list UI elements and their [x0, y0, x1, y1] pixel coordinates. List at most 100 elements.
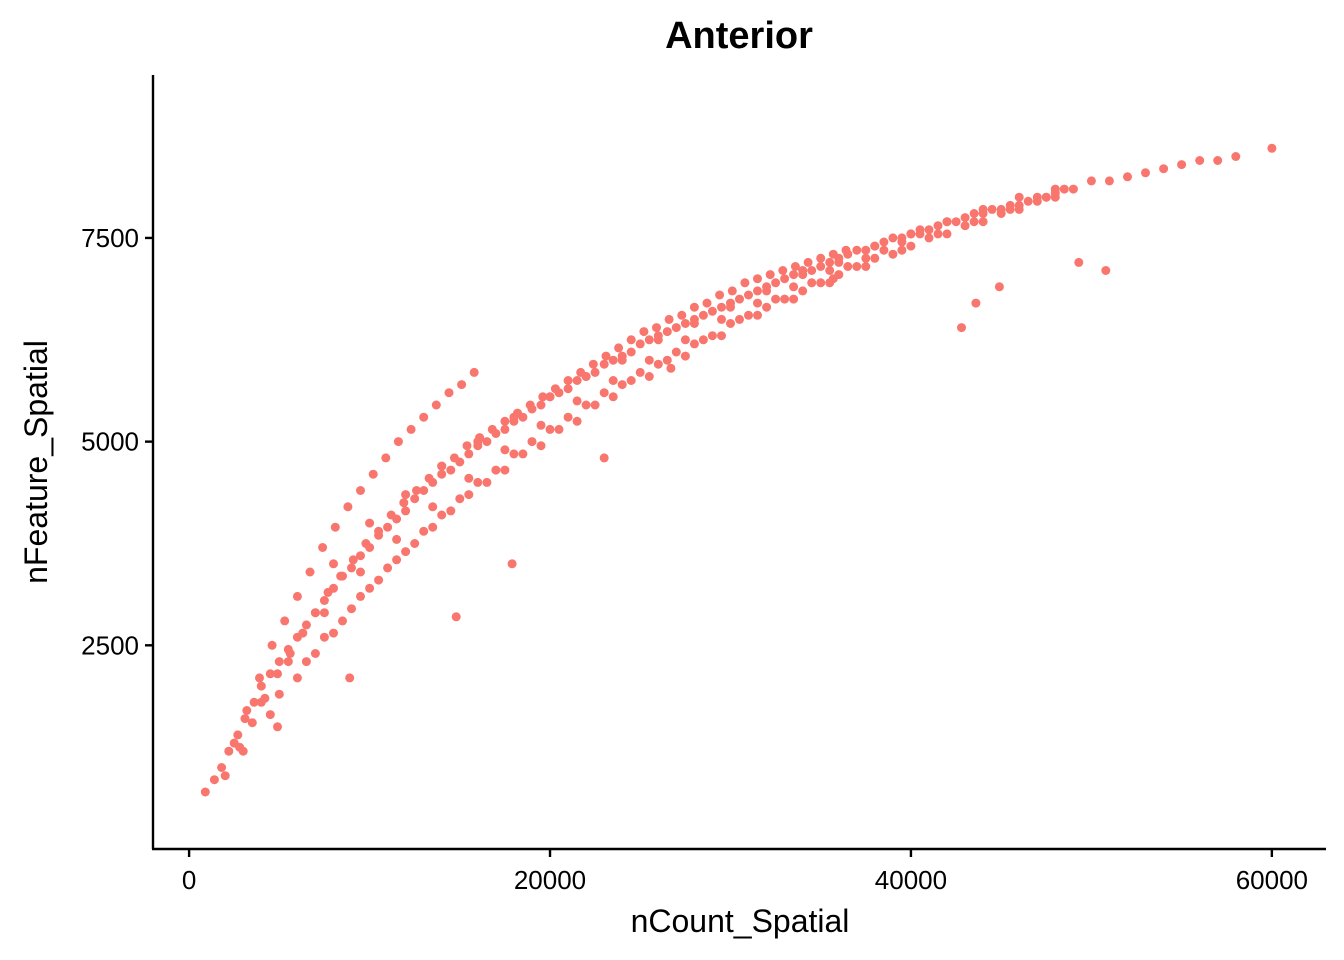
- data-point: [406, 424, 416, 434]
- data-point: [280, 616, 290, 626]
- data-point: [446, 506, 456, 516]
- data-point: [671, 347, 681, 357]
- data-point: [888, 233, 898, 243]
- data-point: [455, 494, 465, 504]
- data-point: [457, 380, 467, 390]
- data-point: [419, 486, 429, 495]
- data-point: [361, 539, 371, 548]
- data-point: [500, 416, 510, 426]
- data-point: [666, 363, 676, 373]
- data-point: [473, 437, 483, 447]
- data-point: [538, 392, 548, 402]
- data-point: [803, 257, 813, 267]
- x-tick-label: 20000: [514, 865, 586, 895]
- data-point: [1086, 176, 1096, 186]
- data-point: [888, 249, 898, 259]
- data-point: [762, 286, 772, 296]
- data-point: [652, 323, 661, 333]
- data-point: [301, 657, 311, 667]
- data-point: [870, 253, 880, 263]
- data-point: [879, 245, 889, 255]
- data-point: [274, 657, 284, 667]
- chart-title: Anterior: [665, 15, 813, 57]
- data-point: [608, 376, 618, 385]
- data-point: [588, 359, 598, 369]
- data-point: [401, 547, 411, 557]
- data-point: [550, 384, 560, 394]
- data-point: [744, 290, 753, 300]
- data-point: [323, 587, 333, 597]
- data-point: [780, 294, 790, 304]
- data-point: [680, 319, 690, 328]
- data-point: [509, 449, 519, 459]
- data-point: [410, 494, 420, 504]
- data-point: [500, 445, 510, 455]
- data-point: [563, 412, 573, 422]
- data-point: [381, 453, 391, 463]
- data-point: [283, 657, 293, 667]
- data-point: [843, 262, 853, 271]
- data-point: [419, 412, 429, 422]
- data-point: [753, 274, 762, 284]
- data-point: [392, 555, 402, 565]
- data-point: [765, 270, 775, 280]
- data-point: [924, 233, 934, 243]
- data-point: [238, 746, 248, 756]
- data-point: [464, 490, 474, 500]
- data-point: [717, 314, 726, 324]
- data-point: [664, 314, 674, 324]
- data-point: [617, 355, 627, 365]
- data-point: [527, 437, 537, 447]
- data-point: [870, 241, 880, 251]
- data-point: [828, 274, 838, 284]
- data-point: [626, 335, 636, 345]
- data-point: [1068, 184, 1078, 194]
- data-point: [1123, 172, 1132, 182]
- data-point: [491, 465, 501, 475]
- data-point: [374, 526, 384, 536]
- data-point: [356, 567, 365, 577]
- data-point: [265, 669, 275, 679]
- data-point: [717, 331, 726, 341]
- data-point: [473, 477, 483, 487]
- data-point: [662, 355, 672, 365]
- data-point: [265, 710, 275, 720]
- data-point: [1050, 184, 1060, 194]
- data-point: [852, 245, 862, 255]
- data-point: [482, 437, 492, 447]
- data-point: [444, 388, 454, 398]
- data-point: [599, 359, 609, 369]
- data-point: [590, 367, 600, 377]
- data-point: [680, 335, 690, 345]
- data-point: [662, 327, 672, 337]
- data-point: [500, 465, 510, 475]
- data-point: [861, 262, 871, 271]
- data-point: [879, 237, 889, 247]
- data-point: [536, 400, 546, 410]
- data-point: [599, 453, 609, 463]
- data-point: [462, 441, 472, 451]
- data-point: [437, 510, 447, 520]
- data-point: [933, 229, 943, 239]
- data-point: [698, 310, 708, 320]
- data-point: [906, 241, 916, 251]
- data-point: [635, 367, 645, 377]
- data-point: [960, 221, 970, 231]
- data-point: [933, 221, 943, 231]
- data-point: [906, 229, 916, 239]
- data-point: [789, 294, 799, 304]
- data-point: [220, 771, 230, 781]
- data-point: [957, 323, 966, 333]
- data-point: [401, 490, 411, 500]
- data-point: [424, 473, 434, 483]
- data-point: [626, 347, 636, 357]
- data-point: [1032, 196, 1042, 206]
- data-point: [209, 775, 219, 785]
- data-point: [1159, 164, 1169, 174]
- data-point: [635, 339, 645, 349]
- data-point: [807, 278, 817, 288]
- data-point: [365, 583, 375, 593]
- data-point: [301, 620, 311, 630]
- data-point: [978, 204, 988, 214]
